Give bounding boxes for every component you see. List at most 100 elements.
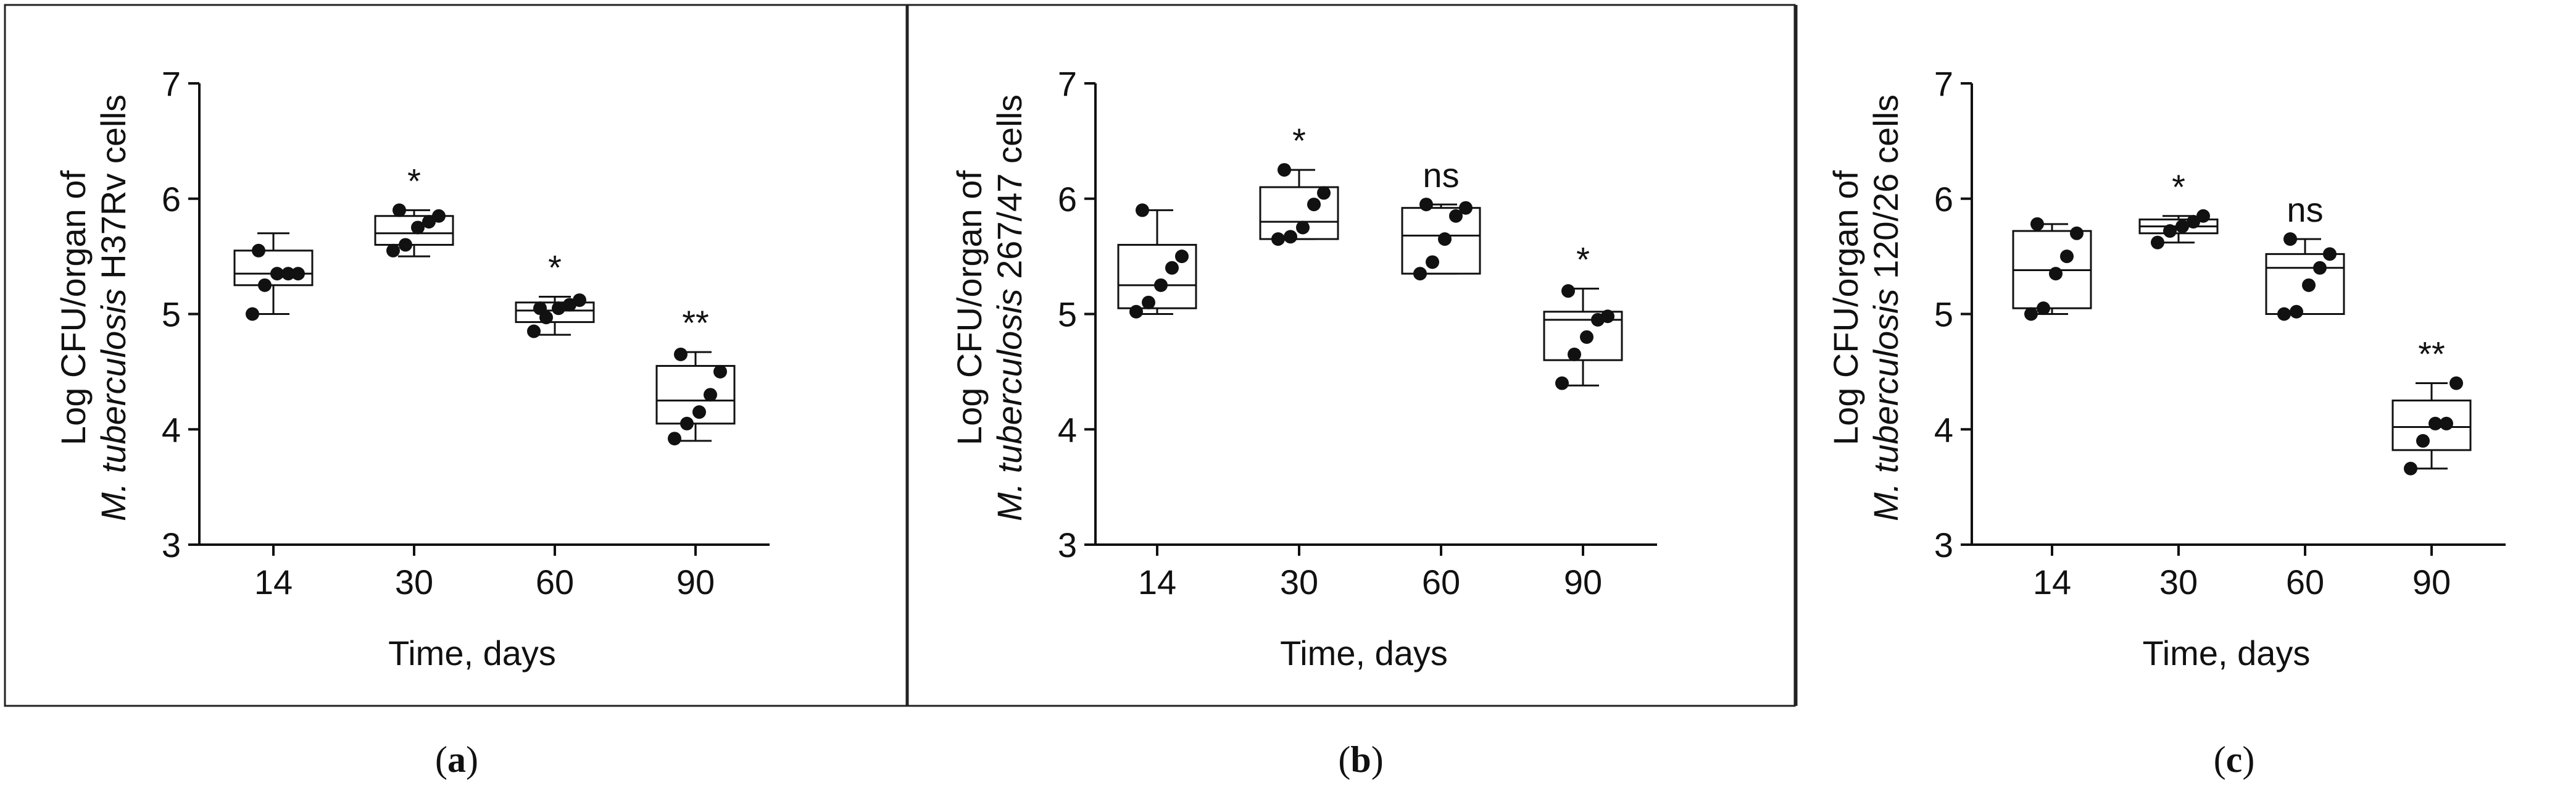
data-point	[692, 405, 706, 419]
data-point	[2404, 461, 2417, 476]
data-point	[2030, 217, 2044, 231]
panel-b-frame	[907, 4, 1796, 707]
data-point	[1419, 198, 1433, 212]
y-tick-label: 3	[1058, 526, 1077, 564]
data-point	[2290, 304, 2303, 319]
data-point	[2049, 267, 2063, 281]
caption-open: (	[435, 739, 447, 780]
x-tick-label: 60	[536, 563, 574, 601]
data-point	[422, 215, 436, 229]
panel-a-frame	[4, 4, 908, 707]
x-axis-label: Time, days	[1280, 634, 1448, 672]
y-tick-label: 4	[1934, 410, 1953, 449]
y-axis-label-line2: M. tuberculosis H37Rv cells	[94, 94, 133, 521]
y-tick-label: 6	[162, 180, 181, 219]
x-tick-label: 14	[1138, 563, 1176, 601]
data-point	[1317, 186, 1331, 200]
data-point	[411, 220, 425, 235]
y-tick-label: 7	[1058, 64, 1077, 103]
y-axis-label-line1: Log CFU/organ of	[1826, 170, 1865, 446]
y-axis-label-rest: 267/47 cells	[990, 94, 1029, 288]
data-point	[573, 293, 586, 308]
data-point	[533, 301, 547, 316]
x-tick-label: 30	[2159, 563, 2198, 601]
significance-label: *	[407, 161, 421, 200]
data-point	[2024, 307, 2038, 321]
data-point	[1142, 295, 1155, 309]
data-point	[252, 243, 265, 258]
data-point	[704, 388, 717, 402]
data-point	[281, 267, 295, 281]
caption-close: )	[466, 739, 478, 780]
data-point	[668, 432, 681, 446]
x-tick-label: 60	[2286, 563, 2324, 601]
caption-open: (	[1338, 739, 1350, 780]
data-point	[674, 347, 688, 361]
data-point	[2302, 278, 2316, 292]
data-point	[1307, 198, 1321, 212]
data-point	[399, 238, 412, 252]
data-point	[2449, 376, 2463, 390]
data-point	[2175, 219, 2189, 233]
significance-label: *	[1576, 240, 1590, 279]
panel-a: 3 4 5 6 7 14 30 60 90 Time, days Log CFU/organ of M…	[54, 64, 770, 780]
data-point	[2416, 434, 2430, 448]
caption-letter: c	[2226, 739, 2243, 780]
data-point	[1129, 304, 1143, 319]
x-tick-label: 14	[2033, 563, 2071, 601]
y-axis-label-line2: M. tuberculosis 267/47 cells	[990, 94, 1029, 521]
x-axis-label: Time, days	[2143, 634, 2311, 672]
x-tick-label: 90	[2412, 563, 2451, 601]
y-tick-label: 5	[1058, 295, 1077, 334]
significance-label: **	[682, 303, 709, 342]
x-tick-label: 14	[254, 563, 293, 601]
x-tick-label: 30	[395, 563, 433, 601]
data-point	[1165, 261, 1179, 275]
y-axis-label-rest: 120/26 cells	[1866, 94, 1905, 288]
caption-open: (	[2214, 739, 2226, 780]
data-point	[1601, 309, 1614, 324]
data-point	[2323, 247, 2337, 261]
data-point	[2196, 209, 2210, 223]
y-tick-label: 3	[162, 526, 181, 564]
y-tick-label: 5	[1934, 295, 1953, 334]
data-point	[291, 267, 305, 281]
y-tick-label: 5	[162, 295, 181, 334]
data-point	[432, 209, 446, 223]
y-axis-label-rest: H37Rv cells	[94, 94, 133, 288]
data-point	[2060, 249, 2074, 264]
x-tick-label: 60	[1422, 563, 1460, 601]
data-point	[1555, 376, 1569, 390]
caption-close: )	[2242, 739, 2254, 780]
significance-label: *	[548, 248, 562, 287]
data-point	[2151, 235, 2164, 249]
significance-label: *	[1292, 121, 1306, 160]
data-point	[2070, 226, 2084, 240]
data-point	[1459, 201, 1473, 215]
data-point	[1271, 232, 1285, 246]
data-point	[1175, 249, 1189, 264]
data-point	[1154, 278, 1168, 292]
data-point	[552, 301, 565, 316]
x-tick-label: 30	[1280, 563, 1318, 601]
data-point	[258, 278, 272, 292]
panel-caption: (c)	[2214, 739, 2255, 780]
y-axis-label-line1: Log CFU/organ of	[54, 170, 93, 446]
data-point	[1284, 230, 1297, 244]
data-point	[713, 364, 727, 379]
data-point	[2313, 261, 2327, 275]
data-point	[2037, 301, 2050, 316]
y-axis-label-line1: Log CFU/organ of	[950, 170, 989, 446]
significance-label: **	[2418, 335, 2445, 374]
significance-label: *	[2172, 167, 2185, 206]
caption-close: )	[1371, 739, 1384, 780]
y-tick-label: 6	[1934, 180, 1953, 219]
y-axis-label-line2: M. tuberculosis 120/26 cells	[1866, 94, 1905, 521]
data-point	[2283, 232, 2297, 246]
significance-label: ns	[1423, 156, 1459, 195]
data-point	[1278, 163, 1291, 177]
data-point	[1438, 232, 1452, 246]
y-tick-label: 6	[1058, 180, 1077, 219]
data-point	[386, 243, 400, 258]
